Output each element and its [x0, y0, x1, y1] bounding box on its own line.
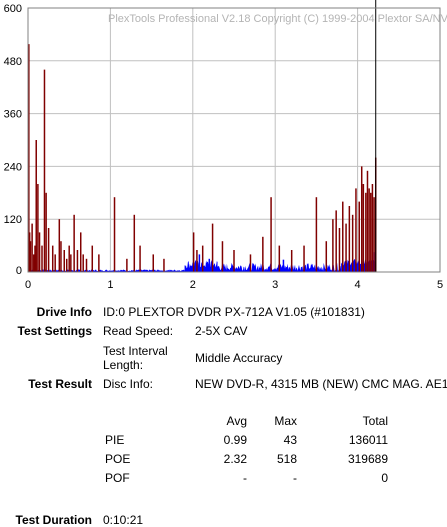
y-tick-label: 120 — [4, 214, 22, 226]
row-poe-name: POE — [105, 452, 131, 466]
disc-info-value: NEW DVD-R, 4315 MB (NEW) CMC MAG. AE1 — [195, 377, 447, 391]
read-speed-label: Read Speed: — [103, 324, 174, 338]
row-pie-total: 136011 — [348, 433, 388, 447]
plot-border — [27, 7, 441, 273]
header-total: Total — [362, 414, 388, 428]
x-tick-label: 1 — [107, 279, 113, 291]
y-tick-label: 0 — [16, 265, 22, 277]
x-tick-label: 3 — [272, 279, 278, 291]
x-tick-label: 4 — [355, 279, 361, 291]
y-tick-label: 480 — [4, 56, 22, 68]
y-tick-label: 360 — [4, 109, 22, 121]
row-pie-max: 43 — [283, 433, 297, 447]
row-pie-name: PIE — [105, 433, 125, 447]
x-tick-label: 0 — [25, 279, 31, 291]
x-axis-ticks: 0 1 2 3 4 5 — [25, 279, 443, 291]
plot-area — [28, 8, 440, 272]
row-poe-avg: 2.32 — [223, 452, 247, 466]
test-interval-value: Middle Accuracy — [195, 351, 283, 365]
x-tick-label: 2 — [190, 279, 196, 291]
row-pof-max: - — [293, 471, 297, 485]
row-pie-avg: 0.99 — [223, 433, 247, 447]
row-pof-avg: - — [243, 471, 247, 485]
row-pof-name: POF — [105, 471, 130, 485]
header-avg: Avg — [226, 414, 247, 428]
chart-grid — [28, 8, 440, 272]
row-poe-max: 518 — [276, 452, 297, 466]
y-axis-ticks: 0 120 240 360 480 600 — [4, 3, 22, 277]
row-poe-total: 319689 — [347, 452, 388, 466]
read-speed-value: 2-5X CAV — [195, 324, 248, 338]
test-interval-label-line2: Length: — [103, 358, 144, 372]
test-interval-label-line1: Test Interval — [103, 344, 168, 358]
test-result-label: Test Result — [28, 377, 92, 391]
x-tick-label: 5 — [437, 279, 443, 291]
row-pof-total: 0 — [381, 471, 388, 485]
chart-watermark: PlexTools Professional V2.18 Copyright (… — [108, 13, 447, 25]
error-chart: PlexTools Professional V2.18 Copyright (… — [4, 0, 447, 291]
drive-info-value: ID:0 PLEXTOR DVDR PX-712A V1.05 (#101831… — [103, 305, 365, 319]
y-tick-label: 600 — [4, 3, 22, 15]
test-duration-value: 0:10:21 — [103, 513, 144, 527]
drive-info-label: Drive Info — [36, 305, 92, 319]
plot-background — [28, 8, 440, 272]
y-tick-label: 240 — [4, 161, 22, 173]
plot-frame — [27, 7, 441, 273]
test-settings-label: Test Settings — [17, 324, 92, 338]
header-max: Max — [274, 414, 297, 428]
test-duration-label: Test Duration — [15, 513, 92, 527]
disc-info-label: Disc Info: — [103, 377, 154, 391]
